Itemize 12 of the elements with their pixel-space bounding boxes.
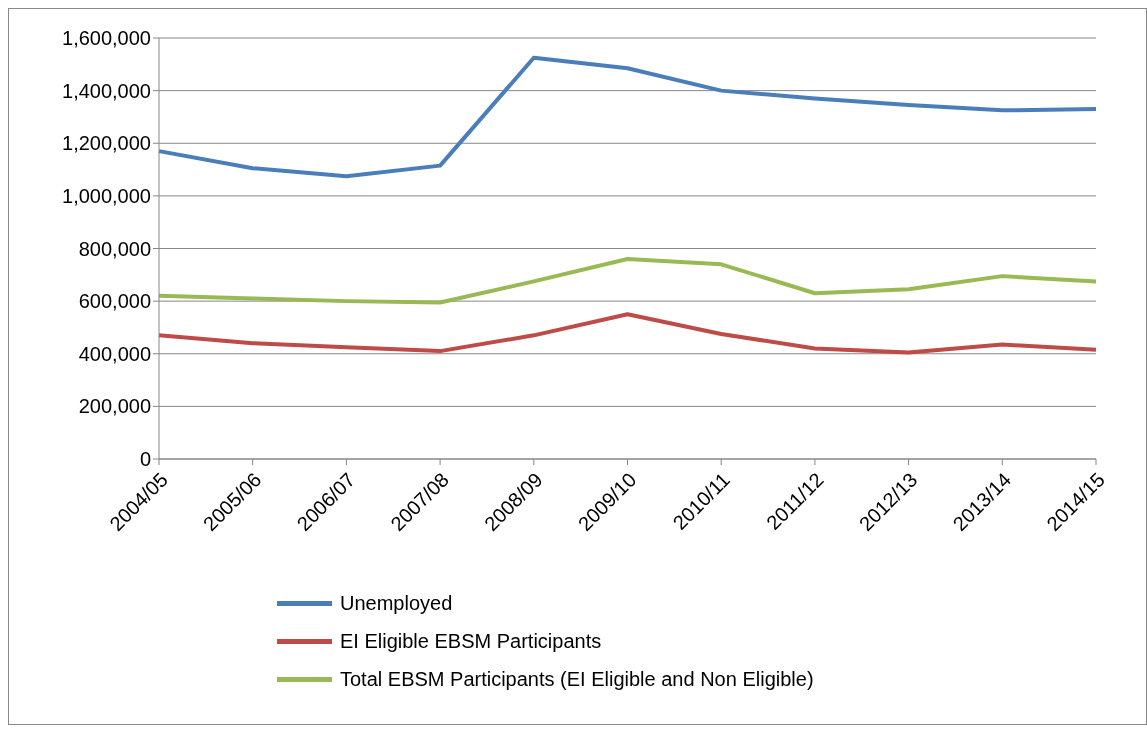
legend-label: Total EBSM Participants (EI Eligible and Non Eligible)	[340, 667, 814, 691]
legend-label: Unemployed	[340, 591, 453, 615]
y-tick-label: 200,000	[78, 395, 151, 418]
legend-label: EI Eligible EBSM Participants	[340, 629, 602, 653]
y-tick-label: 400,000	[78, 342, 151, 365]
y-tick-label: 1,200,000	[62, 132, 151, 155]
y-tick-label: 800,000	[78, 237, 151, 260]
y-tick-label: 1,400,000	[62, 79, 151, 102]
y-tick-label: 600,000	[78, 290, 151, 313]
y-tick-label: 0	[139, 448, 151, 471]
y-tick-label: 1,000,000	[62, 184, 151, 207]
y-tick-label: 1,600,000	[62, 27, 151, 50]
